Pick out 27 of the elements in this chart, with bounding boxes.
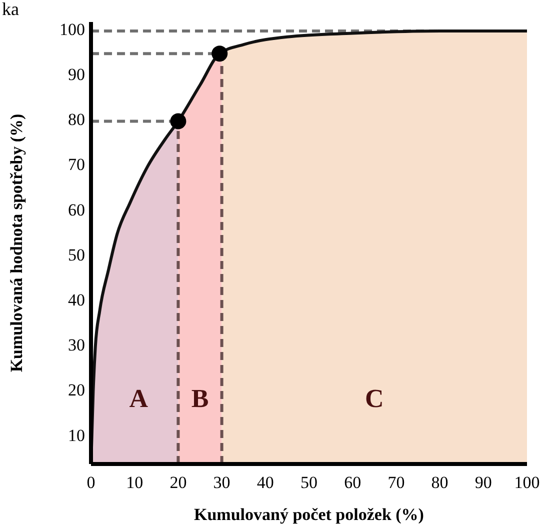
y-axis-title: Kumulovaná hodnota spotřeby (%) <box>7 114 26 372</box>
x-tick-label: 10 <box>126 473 144 492</box>
x-tick-label: 90 <box>474 473 492 492</box>
x-tick-label: 30 <box>213 473 230 492</box>
y-tick-label: 40 <box>68 290 85 310</box>
y-tick-label: 70 <box>68 155 85 174</box>
y-tick-label: 20 <box>68 380 85 400</box>
x-tick-label: 0 <box>86 473 96 492</box>
y-tick-label: 10 <box>68 426 85 445</box>
y-tick-label: 50 <box>68 245 85 264</box>
chart-title: ka <box>2 0 19 19</box>
y-tick-label: 80 <box>68 110 85 130</box>
band-label: B <box>191 384 209 413</box>
x-axis-title: Kumulovaný počet položek (%) <box>194 505 424 524</box>
band-label: C <box>365 384 384 413</box>
x-tick-label: 100 <box>514 473 540 492</box>
y-tick-label: 30 <box>68 336 85 355</box>
x-tick-label: 70 <box>388 473 405 492</box>
band-label: A <box>129 384 148 413</box>
x-tick-label: 60 <box>344 473 362 492</box>
x-tick-label: 20 <box>170 473 187 492</box>
y-tick-label: 100 <box>60 20 85 39</box>
x-tick-label: 40 <box>256 473 274 492</box>
y-tick-label: 60 <box>68 200 85 220</box>
x-tick-label: 80 <box>431 473 448 492</box>
y-tick-label: 90 <box>68 65 85 84</box>
x-tick-label: 50 <box>300 473 318 492</box>
